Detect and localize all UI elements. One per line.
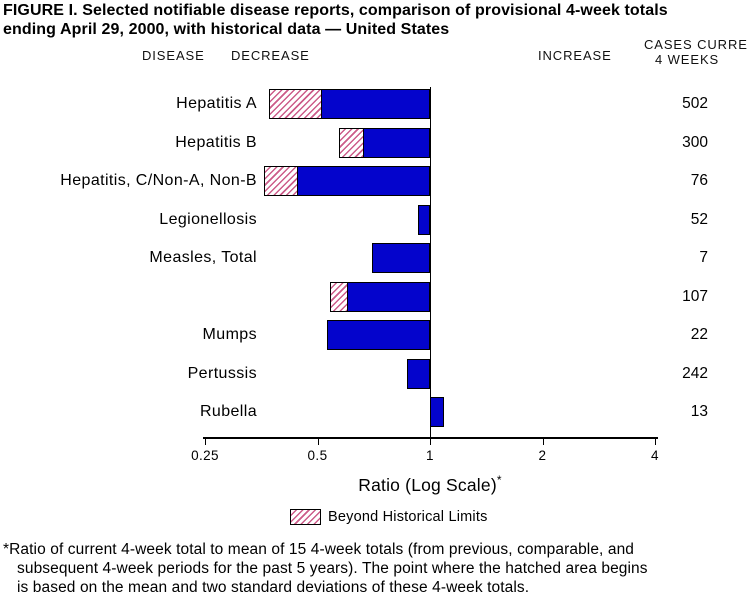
disease-bar	[326, 320, 430, 350]
footnote-line1: *Ratio of current 4-week total to mean o…	[3, 541, 635, 558]
disease-bar	[264, 166, 430, 196]
cases-value: 300	[682, 133, 708, 151]
cases-value: 52	[690, 210, 708, 228]
disease-label: Rubella	[199, 403, 257, 420]
disease-label: Measles, Total	[149, 249, 257, 266]
column-header-cases-line1: CASES CURRE	[644, 37, 748, 52]
axis-tick-label: 2	[538, 448, 547, 463]
disease-label: Pertussis	[187, 364, 257, 382]
cases-value: 502	[682, 95, 708, 112]
beyond-limits-hatch	[339, 128, 364, 157]
axis-tick-label: 0.25	[191, 448, 219, 463]
column-header-cases-line2: 4 WEEKS	[655, 52, 720, 67]
disease-label: Hepatitis B	[175, 133, 257, 151]
beyond-limits-hatch	[269, 90, 322, 118]
disease-label: Legionellosis	[159, 210, 257, 228]
disease-bar	[338, 127, 430, 158]
beyond-historical-limits-swatch	[290, 509, 321, 525]
footnote-marker: *	[496, 473, 502, 487]
x-axis-title: Ratio (Log Scale)*	[330, 473, 530, 496]
disease-bar	[268, 89, 430, 119]
cases-value: 13	[690, 403, 708, 420]
cases-value: 22	[690, 326, 708, 343]
disease-bar	[372, 243, 430, 273]
footnote-line2: subsequent 4-week periods for the past 5…	[17, 560, 648, 577]
column-header-decrease: DECREASE	[231, 48, 310, 63]
legend-label: Beyond Historical Limits	[328, 509, 488, 525]
column-header-cases: CASES CURRE 4 WEEKS	[644, 37, 749, 67]
axis-tick	[317, 437, 319, 445]
figure-title: FIGURE I. Selected notifiable disease re…	[3, 1, 668, 39]
axis-tick-label: 4	[651, 448, 659, 463]
baseline-ratio-1-line	[430, 87, 431, 437]
cases-value: 242	[682, 364, 708, 382]
axis-tick	[430, 437, 431, 445]
footnote-line3: is based on the mean and two standard de…	[17, 579, 530, 596]
disease-bar	[329, 281, 430, 312]
beyond-limits-hatch	[265, 167, 298, 195]
disease-label: Hepatitis, C/Non-A, Non-B	[60, 172, 257, 189]
x-axis-title-text: Ratio (Log Scale)	[358, 474, 497, 495]
footnote: *Ratio of current 4-week total to mean o…	[3, 540, 648, 597]
disease-bar	[430, 397, 444, 427]
axis-tick	[542, 437, 544, 445]
disease-bar	[407, 358, 430, 389]
axis-tick-label: 0.5	[307, 448, 328, 463]
cases-value: 7	[699, 249, 708, 266]
disease-label: Mumps	[202, 326, 257, 343]
disease-label: Hepatitis A	[176, 95, 257, 112]
column-header-increase: INCREASE	[538, 48, 612, 63]
disease-bar	[418, 204, 430, 235]
cases-value: 76	[690, 172, 708, 189]
figure-title-line2: ending April 29, 2000, with historical d…	[3, 21, 450, 38]
beyond-limits-hatch	[330, 282, 349, 311]
cases-value: 107	[682, 287, 708, 305]
figure-title-line1: FIGURE I. Selected notifiable disease re…	[3, 2, 668, 19]
axis-tick	[655, 437, 656, 445]
axis-tick-label: 1	[426, 448, 434, 463]
axis-tick	[205, 437, 206, 445]
column-header-disease: DISEASE	[142, 48, 205, 63]
